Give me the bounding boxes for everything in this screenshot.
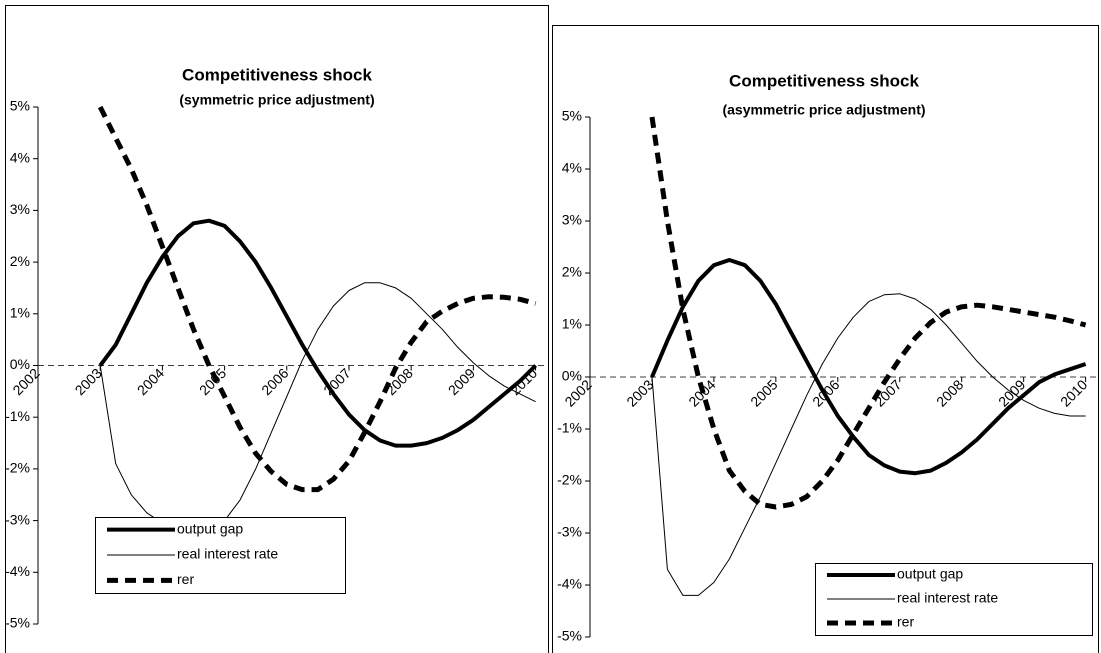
y-tick-label: -4% [5,563,30,579]
y-tick-label: -5% [5,615,30,631]
legend-label: output gap [177,520,243,536]
series-line [649,116,1087,510]
chart-subtitle: (symmetric price adjustment) [179,92,374,108]
chart-title: Competitiveness shock [182,65,372,84]
y-tick-label: 3% [562,212,582,228]
y-tick-label: 3% [10,201,30,217]
legend-label: output gap [897,566,963,582]
y-tick-label: 5% [562,108,582,124]
series-line [97,105,537,493]
legend-label: real interest rate [897,590,998,606]
y-tick-label: 5% [10,98,30,114]
legend-label: rer [897,614,914,630]
chart-title: Competitiveness shock [729,71,919,90]
y-tick-label: 2% [562,264,582,280]
y-tick-label: 2% [10,253,30,269]
legend-label: real interest rate [177,546,278,562]
series-line [650,258,1087,476]
y-tick-label: 0% [562,368,582,384]
legend: output gap real interest rate rer [815,563,1093,636]
y-tick-label: -2% [5,460,30,476]
y-tick-label: 1% [10,305,30,321]
series-line [651,293,1086,596]
series-line [98,218,538,448]
legend: output gap real interest rate rer [95,517,346,594]
y-tick-label: -3% [557,524,582,540]
y-tick-label: -3% [5,511,30,527]
y-tick-label: 4% [10,149,30,165]
legend-label: rer [177,571,194,587]
y-tick-label: 4% [562,160,582,176]
panel-frame [552,25,1099,653]
y-tick-label: 1% [562,316,582,332]
chart-subtitle: (asymmetric price adjustment) [722,102,925,118]
y-tick-label: 0% [10,356,30,372]
y-tick-label: -1% [557,420,582,436]
y-tick-label: -1% [5,408,30,424]
y-tick-label: -2% [557,472,582,488]
y-tick-label: -5% [557,628,582,644]
y-tick-label: -4% [557,576,582,592]
